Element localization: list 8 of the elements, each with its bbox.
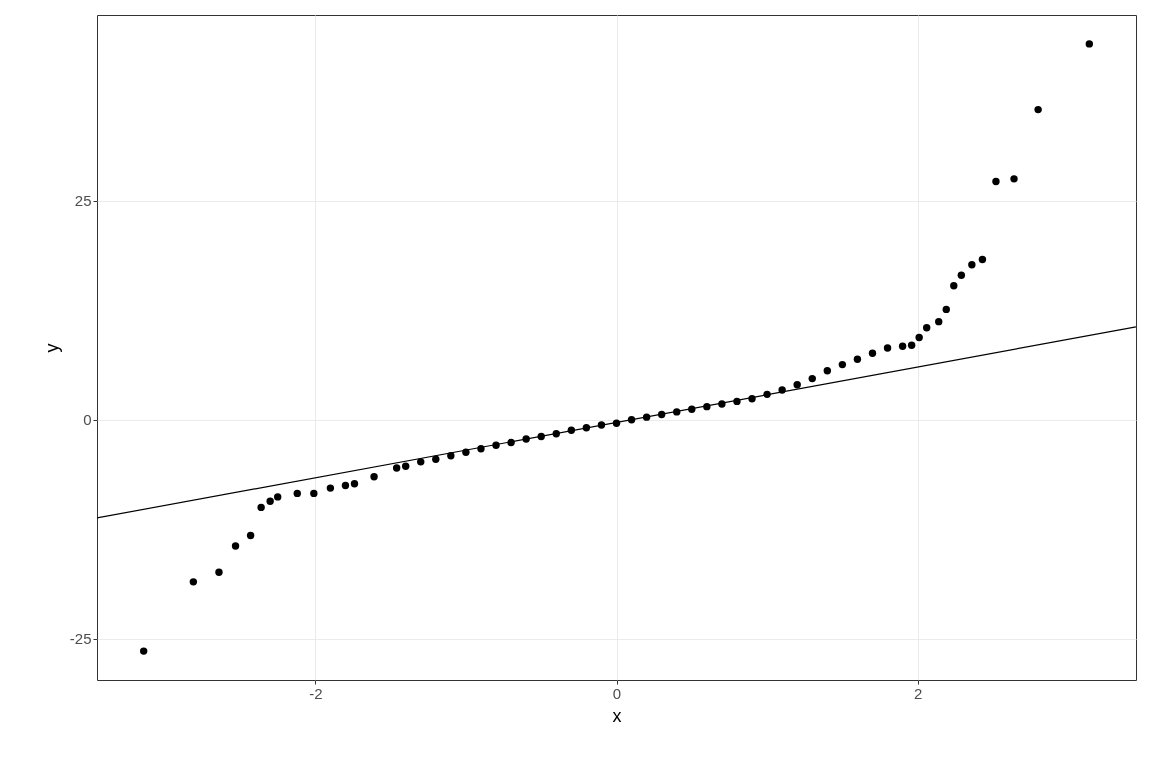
y-tick-label: 25 xyxy=(74,192,92,210)
y-tick-label: 0 xyxy=(83,411,92,429)
x-tick-label: -2 xyxy=(309,684,323,702)
y-tick-label: -25 xyxy=(69,630,92,648)
x-tick-label: 2 xyxy=(913,684,923,702)
x-axis-title: x xyxy=(612,705,622,726)
x-tick-label: 0 xyxy=(612,684,622,702)
y-axis-title: y xyxy=(41,343,62,353)
